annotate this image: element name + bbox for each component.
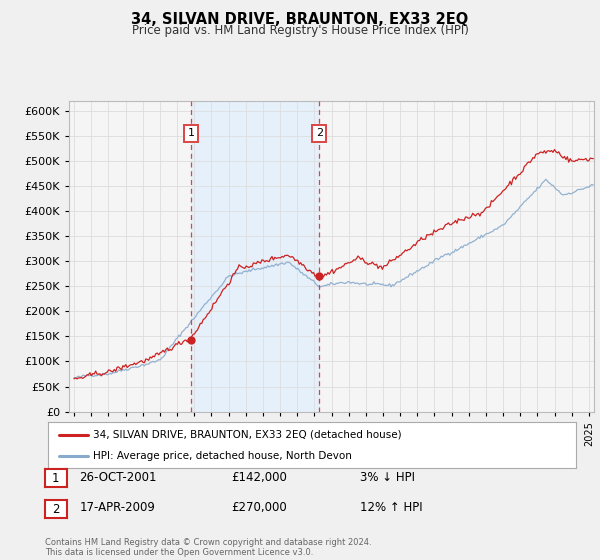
- Text: 2: 2: [316, 128, 323, 138]
- Text: 34, SILVAN DRIVE, BRAUNTON, EX33 2EQ: 34, SILVAN DRIVE, BRAUNTON, EX33 2EQ: [131, 12, 469, 27]
- Text: 26-OCT-2001: 26-OCT-2001: [79, 470, 157, 484]
- Bar: [191, 101, 319, 412]
- Text: 2: 2: [52, 502, 59, 516]
- Text: Price paid vs. HM Land Registry's House Price Index (HPI): Price paid vs. HM Land Registry's House …: [131, 24, 469, 37]
- Text: 17-APR-2009: 17-APR-2009: [79, 501, 155, 515]
- Text: HPI: Average price, detached house, North Devon: HPI: Average price, detached house, Nort…: [93, 451, 352, 461]
- Text: 3% ↓ HPI: 3% ↓ HPI: [360, 470, 415, 484]
- Text: £270,000: £270,000: [231, 501, 287, 515]
- Text: Contains HM Land Registry data © Crown copyright and database right 2024.
This d: Contains HM Land Registry data © Crown c…: [45, 538, 371, 557]
- Text: 1: 1: [52, 472, 59, 485]
- Text: £142,000: £142,000: [231, 470, 287, 484]
- Text: 34, SILVAN DRIVE, BRAUNTON, EX33 2EQ (detached house): 34, SILVAN DRIVE, BRAUNTON, EX33 2EQ (de…: [93, 430, 401, 440]
- Text: 1: 1: [188, 128, 194, 138]
- Text: 12% ↑ HPI: 12% ↑ HPI: [360, 501, 422, 515]
